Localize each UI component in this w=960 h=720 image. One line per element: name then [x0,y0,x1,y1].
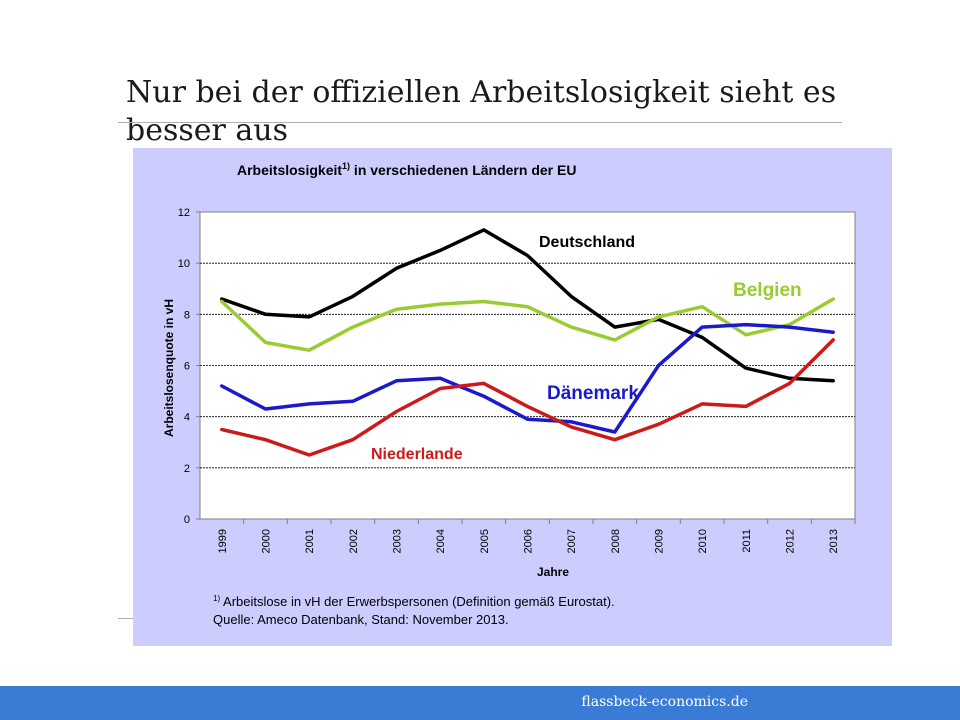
x-tick-label: 2007 [566,529,578,553]
chart-title-superscript: 1) [342,161,350,171]
series-line-daenemark [220,322,835,434]
series-labels: Deutschland Belgien Dänemark Niederlande [371,234,802,463]
x-tick-label: 2013 [828,529,840,553]
chart-title-suffix: in verschiedenen Ländern der EU [350,162,576,178]
y-tick-label: 8 [184,309,190,321]
series-label-daenemark: Dänemark [547,383,639,404]
x-tick-label: 2002 [348,529,360,553]
x-tick-label: 2009 [654,529,666,553]
x-tick-label: 2003 [392,529,404,553]
chart-footnote: 1) Arbeitslose in vH der Erwerbspersonen… [213,594,615,609]
x-tick-label: 2004 [435,529,447,553]
footer-bar: flassbeck-economics.de [0,686,960,720]
gridlines [200,262,855,469]
y-axis-title: Arbeitslosenquote in vH [162,299,176,437]
x-tick-label: 2010 [697,529,709,553]
chart-source: Quelle: Ameco Datenbank, Stand: November… [213,612,509,627]
y-tick-label: 12 [178,207,190,219]
unemployment-line-chart: Arbeitslosigkeit1) in verschiedenen Länd… [162,161,856,627]
series-label-niederlande: Niederlande [371,446,463,463]
x-tick-label: 2008 [610,529,622,553]
chart-title-main: Arbeitslosigkeit [237,162,342,178]
axes: 0 2 4 6 8 10 12 1999 2000 2001 2002 2003 2004 2005 200… [178,207,856,553]
title-divider [118,122,842,123]
series-lines [220,228,835,457]
y-tick-label: 10 [178,258,190,270]
x-tick-label: 2011 [741,529,753,553]
y-tick-label: 0 [184,514,190,526]
footnote-text: Arbeitslose in vH der Erwerbspersonen (D… [220,594,615,609]
x-tick-label: 2000 [261,529,273,553]
bottom-divider [118,618,134,619]
series-label-belgien: Belgien [733,280,802,301]
slide-title: Nur bei der offiziellen Arbeitslosigkeit… [126,75,837,148]
x-tick-label: 2001 [304,529,316,553]
x-tick-label: 2006 [523,529,535,553]
y-tick-label: 4 [184,412,190,424]
chart-panel: Arbeitslosigkeit1) in verschiedenen Länd… [133,148,892,646]
footer-website: flassbeck-economics.de [581,694,748,710]
x-axis-title: Jahre [537,565,569,579]
series-line-niederlande [220,338,835,457]
footnote-superscript: 1) [213,594,220,603]
series-line-deutschland [220,228,835,383]
x-tick-label: 2005 [479,529,491,553]
chart-title: Arbeitslosigkeit1) in verschiedenen Länd… [237,161,576,178]
y-tick-label: 2 [184,463,190,475]
x-tick-label: 2012 [785,529,797,553]
x-tick-label: 1999 [217,529,229,553]
y-tick-label: 6 [184,361,190,373]
series-label-deutschland: Deutschland [539,234,635,251]
